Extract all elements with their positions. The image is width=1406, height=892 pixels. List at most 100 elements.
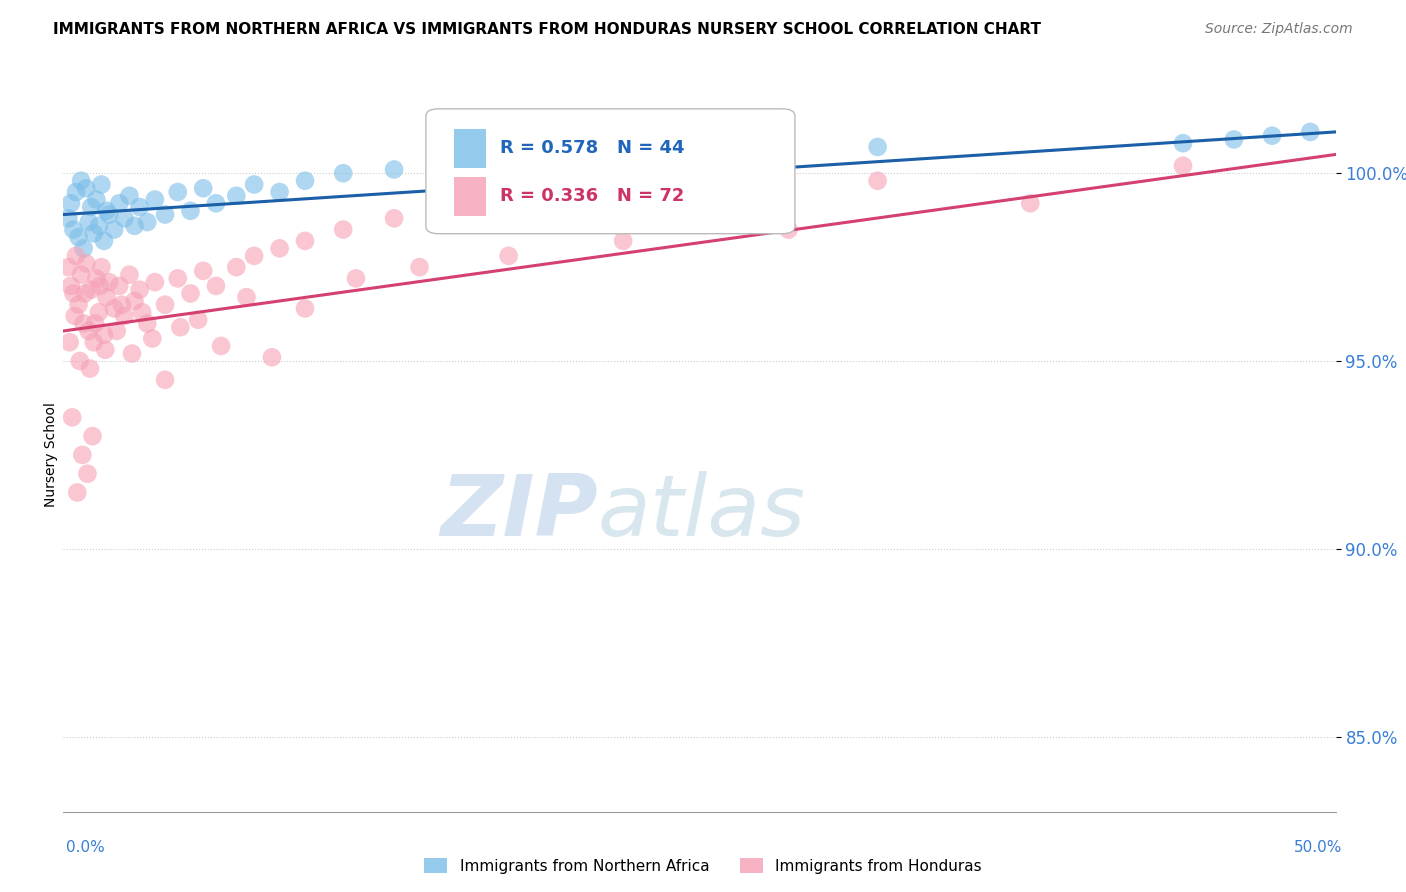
Point [294, 234, 316, 248]
Point [86, 271, 108, 285]
Point [153, 373, 176, 387]
Point [72, 448, 94, 462]
Point [75, 256, 97, 270]
Point [69, 354, 91, 368]
Point [76, 467, 98, 481]
Point [209, 339, 232, 353]
Point [93, 234, 115, 248]
Point [243, 249, 266, 263]
Point [96, 203, 118, 218]
Point [70, 268, 93, 282]
Text: R = 0.336   N = 72: R = 0.336 N = 72 [499, 187, 685, 205]
Point [1223, 132, 1246, 146]
Point [866, 140, 889, 154]
Text: IMMIGRANTS FROM NORTHERN AFRICA VS IMMIGRANTS FROM HONDURAS NURSERY SCHOOL CORRE: IMMIGRANTS FROM NORTHERN AFRICA VS IMMIG… [53, 22, 1042, 37]
Point [205, 279, 228, 293]
Point [103, 301, 125, 316]
Point [80, 283, 103, 297]
Point [153, 208, 176, 222]
Point [77, 215, 100, 229]
FancyBboxPatch shape [426, 109, 794, 234]
Point [269, 241, 291, 255]
FancyBboxPatch shape [454, 128, 485, 168]
Point [73, 286, 96, 301]
Point [58, 260, 80, 274]
Point [65, 249, 87, 263]
Point [108, 196, 131, 211]
Point [87, 219, 110, 233]
Point [93, 327, 115, 342]
Point [98, 275, 121, 289]
Point [447, 155, 470, 169]
Point [83, 335, 105, 350]
Point [382, 211, 405, 226]
Point [79, 361, 101, 376]
Point [498, 249, 520, 263]
Point [65, 185, 87, 199]
Point [59, 335, 82, 350]
Point [1299, 125, 1322, 139]
Point [136, 215, 159, 229]
Point [84, 317, 107, 331]
Point [90, 178, 112, 192]
Point [689, 181, 711, 195]
Point [72, 317, 94, 331]
Point [1171, 159, 1194, 173]
Point [86, 193, 108, 207]
Point [103, 222, 125, 236]
Point [94, 343, 117, 357]
Point [612, 234, 634, 248]
Point [59, 196, 82, 211]
Point [536, 151, 558, 165]
Point [536, 196, 558, 211]
Point [77, 324, 100, 338]
Point [778, 222, 800, 236]
Point [128, 283, 150, 297]
Legend: Immigrants from Northern Africa, Immigrants from Honduras: Immigrants from Northern Africa, Immigra… [419, 852, 987, 880]
Point [62, 286, 84, 301]
Point [66, 485, 89, 500]
Point [260, 351, 283, 365]
Point [131, 305, 153, 319]
Point [108, 279, 131, 293]
Point [294, 301, 316, 316]
Text: 0.0%: 0.0% [66, 840, 105, 855]
Point [62, 222, 84, 236]
Point [143, 275, 166, 289]
Point [124, 219, 146, 233]
Point [153, 298, 176, 312]
Point [1171, 136, 1194, 151]
Point [80, 200, 103, 214]
Point [60, 410, 83, 425]
Point [294, 174, 316, 188]
Point [67, 230, 90, 244]
Point [128, 200, 150, 214]
Point [111, 298, 134, 312]
Point [235, 290, 257, 304]
Text: 50.0%: 50.0% [1295, 840, 1343, 855]
Point [67, 298, 90, 312]
Point [70, 174, 93, 188]
Point [72, 241, 94, 255]
Point [112, 309, 135, 323]
Point [180, 286, 202, 301]
Point [90, 260, 112, 274]
Point [89, 279, 111, 293]
Point [866, 174, 889, 188]
Text: ZIP: ZIP [440, 470, 598, 554]
Text: atlas: atlas [598, 470, 806, 554]
Point [143, 193, 166, 207]
Text: Source: ZipAtlas.com: Source: ZipAtlas.com [1205, 22, 1353, 37]
Point [205, 196, 228, 211]
Point [136, 317, 159, 331]
Point [124, 293, 146, 308]
Point [187, 312, 209, 326]
Point [1019, 196, 1042, 211]
Point [408, 260, 430, 274]
Point [75, 181, 97, 195]
Point [59, 279, 82, 293]
Point [332, 166, 354, 180]
Point [332, 222, 354, 236]
Point [121, 346, 143, 360]
Point [193, 181, 215, 195]
